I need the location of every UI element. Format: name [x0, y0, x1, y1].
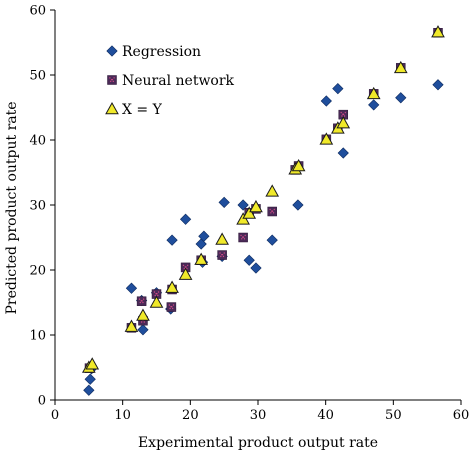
x-equals-y-point [85, 357, 100, 370]
x-tick-label: 50 [385, 408, 402, 423]
regression-point [83, 384, 95, 396]
x-tick-label: 30 [250, 408, 267, 423]
x-equals-y-point [178, 267, 193, 280]
regression-point [395, 92, 407, 104]
regression-point [237, 199, 249, 211]
neural-network-point [267, 206, 277, 217]
x-equals-y-point [393, 60, 408, 74]
ticks: 0 10 20 30 40 50 60 0 10 20 30 40 50 60 [29, 4, 469, 424]
neural-network-point [166, 302, 177, 312]
x-tick-label: 0 [51, 408, 59, 423]
neural-network-point [238, 232, 248, 243]
regression-point [332, 83, 344, 95]
x-axis-title: Experimental product output rate [138, 435, 378, 451]
regression-point [179, 213, 192, 225]
legend-marker-triangle [105, 101, 119, 115]
x-equals-y-point [431, 25, 445, 38]
x-tick-label: 20 [182, 408, 199, 423]
neural-network-point [217, 250, 227, 260]
legend-label: Regression [122, 44, 201, 60]
neural-network-point [136, 296, 147, 306]
y-tick-label: 50 [29, 69, 46, 84]
regression-point [137, 324, 149, 336]
legend-label: Neural network [122, 73, 235, 89]
x-equals-y-point [291, 158, 306, 172]
y-tick-label: 10 [29, 329, 46, 344]
x-equals-y-point [366, 86, 381, 100]
x-equals-y-point [215, 232, 229, 245]
x-tick-label: 60 [453, 408, 470, 423]
regression-point [166, 234, 178, 246]
regression-point [320, 95, 332, 107]
x-equals-y-point [265, 184, 280, 197]
x-equals-y-point [194, 252, 209, 265]
data-points [81, 25, 445, 396]
x-tick-label: 10 [114, 408, 131, 423]
y-tick-label: 20 [29, 264, 46, 279]
x-equals-y-point [336, 116, 351, 129]
x-tick-label: 40 [317, 408, 334, 423]
regression-point [218, 196, 230, 209]
x-equals-y-point [249, 199, 263, 213]
legend-marker-diamond [106, 45, 118, 57]
x-equals-y-point [149, 295, 164, 308]
regression-point [125, 282, 138, 294]
regression-point [368, 99, 380, 111]
regression-point [84, 373, 96, 385]
regression-point [243, 254, 255, 266]
legend-marker-square [107, 75, 117, 85]
x-equals-y-point [124, 319, 139, 332]
x-equals-y-point [242, 206, 257, 219]
y-tick-label: 60 [29, 4, 46, 19]
regression-point [432, 79, 444, 91]
legend-label: X = Y [122, 102, 163, 118]
x-equals-y-point [319, 132, 334, 145]
regression-point [195, 238, 207, 250]
y-axis-title: Predicted product output rate [4, 101, 20, 314]
y-tick-label: 30 [29, 199, 46, 214]
legend: Regression Neural network X = Y [105, 44, 235, 118]
regression-point [198, 230, 210, 242]
regression-point [250, 262, 262, 274]
regression-point [266, 234, 278, 246]
x-equals-y-point [165, 280, 179, 293]
x-equals-y-point [136, 308, 150, 321]
regression-point [337, 147, 349, 159]
y-tick-label: 40 [29, 134, 46, 149]
regression-point [292, 199, 304, 211]
y-tick-label: 0 [38, 394, 46, 409]
